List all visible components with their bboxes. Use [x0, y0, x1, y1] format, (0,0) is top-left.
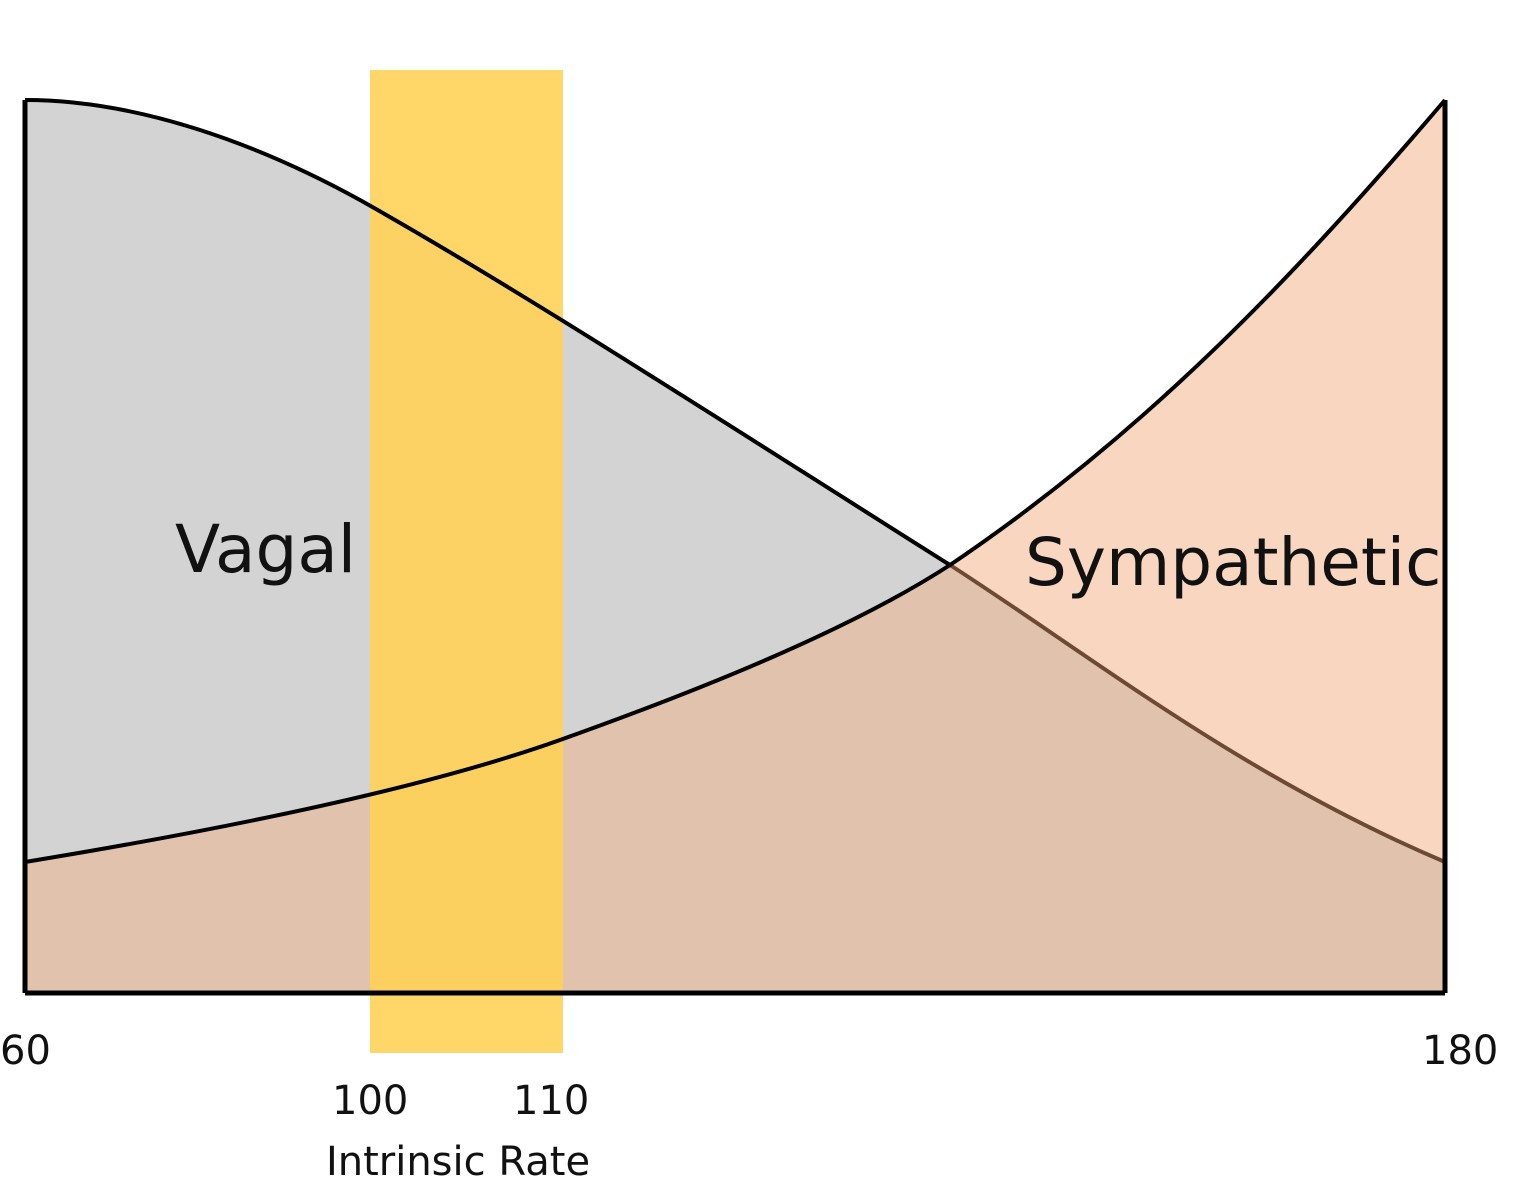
axis-title: Intrinsic Rate	[326, 1139, 590, 1185]
vagal-curve-visible	[24, 98, 952, 567]
tick-label-max: 180	[1422, 1028, 1498, 1074]
tick-label-band-end: 110	[513, 1078, 589, 1124]
sympathetic-curve	[24, 98, 1447, 864]
sympathetic-label: Sympathetic	[1025, 524, 1441, 601]
tick-label-min: 60	[0, 1028, 51, 1074]
vagal-label: Vagal	[175, 511, 356, 588]
tick-label-band-start: 100	[332, 1078, 408, 1124]
intrinsic-rate-band	[370, 70, 563, 1053]
vagal-curve-behind	[948, 563, 1446, 864]
